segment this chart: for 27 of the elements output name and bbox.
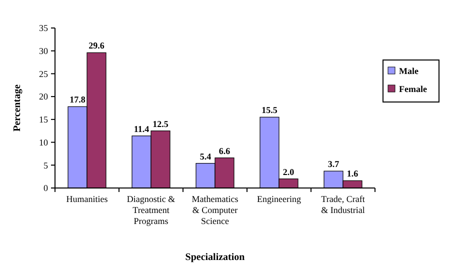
x-tick-label: Humanities	[66, 194, 108, 204]
text: 3.7	[328, 159, 340, 170]
x-tick-label: Mathematics & Computer Science	[192, 194, 239, 226]
text: 15.5	[262, 105, 278, 116]
x-tick-label: Engineering	[257, 194, 302, 204]
y-tick-label: 25	[39, 68, 48, 79]
y-tick-label: 20	[39, 92, 48, 102]
text: 17.8	[70, 94, 86, 105]
text: 6.6	[218, 146, 230, 156]
y-tick-label: 0	[44, 183, 48, 194]
x-axis-title: Specialization	[185, 252, 246, 263]
y-tick-label: 15	[39, 114, 48, 125]
y-tick-label: 35	[39, 23, 48, 34]
legend-label: Male	[399, 66, 418, 76]
text: 1.6	[346, 168, 358, 179]
y-tick-label: 30	[39, 46, 48, 56]
x-tick-label: Diagnostic & Treatment Programs	[126, 194, 176, 226]
legend-label: Female	[399, 84, 427, 94]
y-tick-label: 5	[44, 160, 48, 170]
text: 11.4	[134, 124, 150, 134]
text: 2.0	[282, 166, 294, 177]
text: 5.4	[200, 151, 212, 162]
y-axis-title: Percentage	[12, 84, 23, 132]
y-tick-label: 10	[39, 137, 48, 148]
text: 12.5	[152, 118, 168, 129]
x-tick-label: Trade, Craft & Industrial	[321, 194, 366, 215]
text: 29.6	[88, 40, 104, 51]
